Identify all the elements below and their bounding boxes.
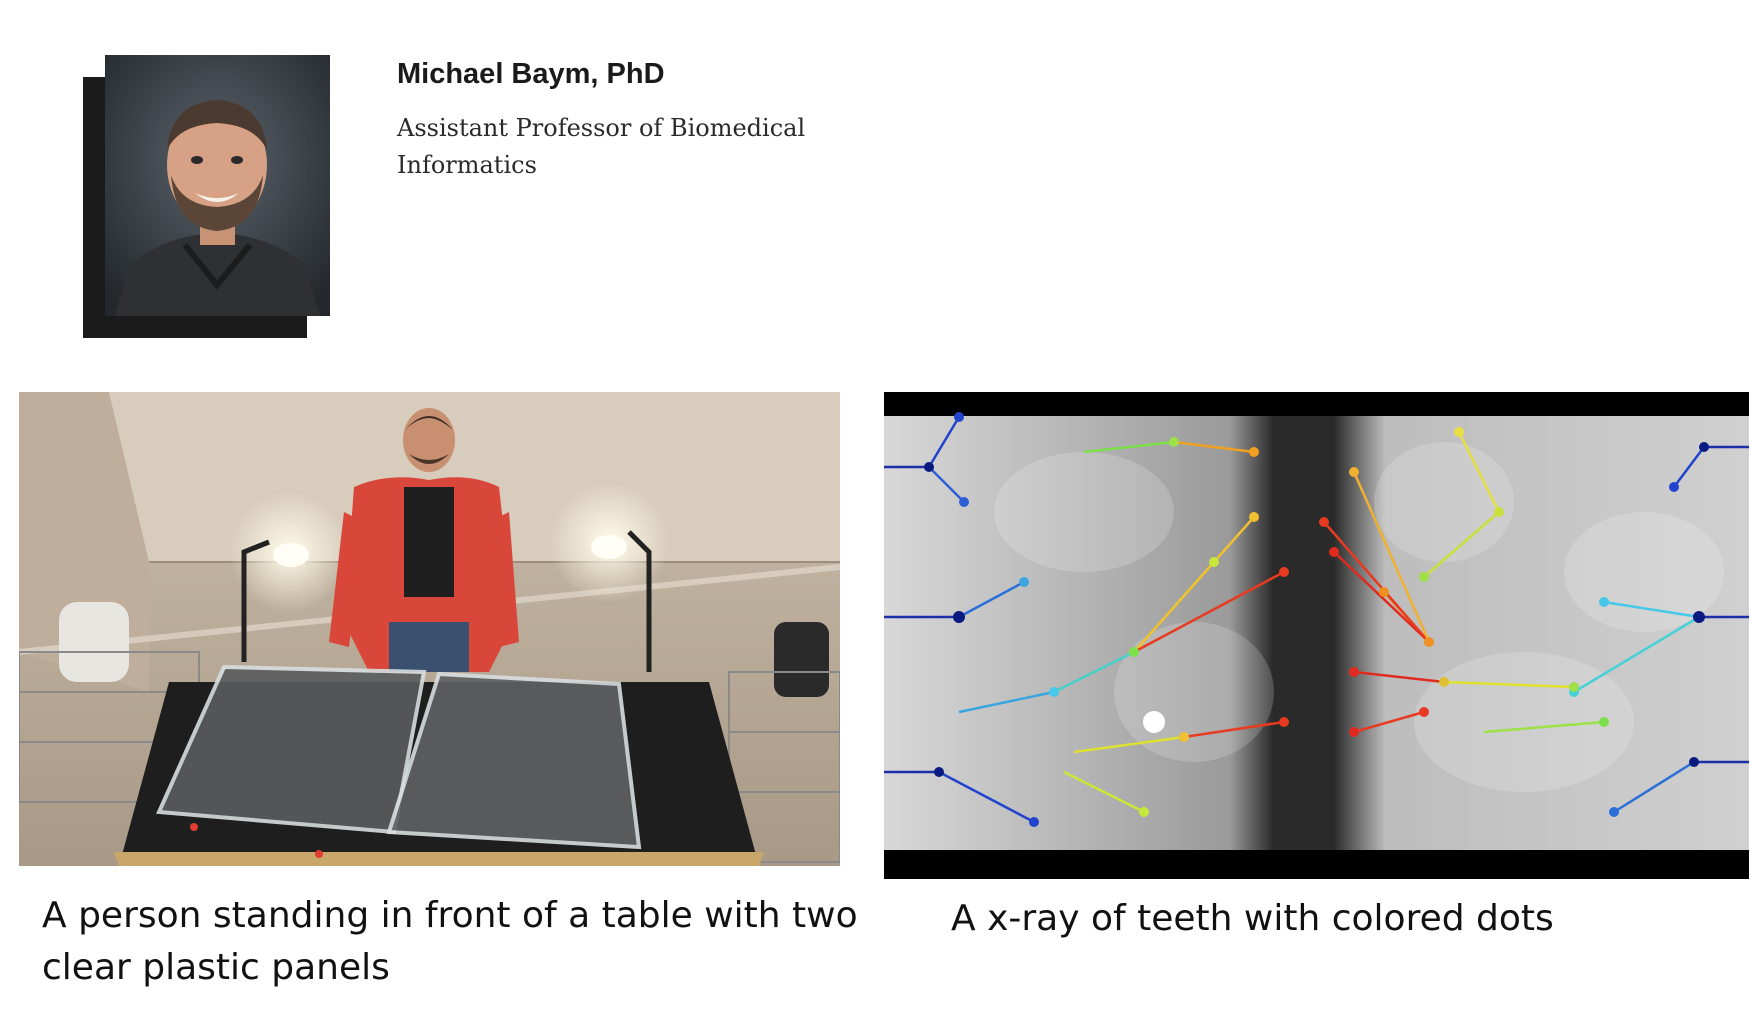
profile-portrait [105,55,330,316]
lab-photo [19,392,840,866]
lab-photo-caption: A person standing in front of a table wi… [42,895,858,988]
xray-image-caption: A x-ray of teeth with colored dots [951,898,1554,939]
xray-image [884,392,1749,879]
profile-name: Michael Baym, PhD [397,58,665,90]
profile-title: Assistant Professor of Biomedical Inform… [397,114,806,179]
